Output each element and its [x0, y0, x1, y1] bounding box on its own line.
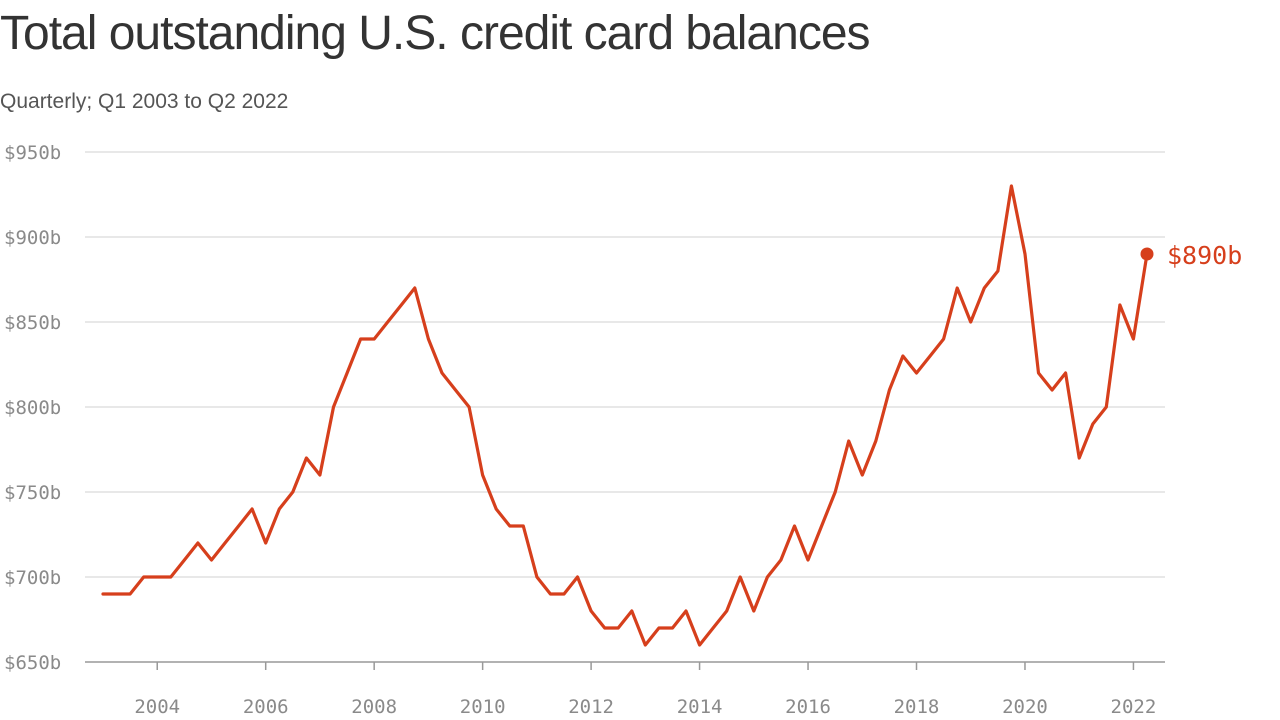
x-tick-label: 2004 [134, 696, 180, 718]
x-tick-label: 2022 [1111, 696, 1157, 718]
chart-subtitle: Quarterly; Q1 2003 to Q2 2022 [0, 90, 289, 113]
x-tick-label: 2010 [460, 696, 506, 718]
y-tick-label: $950b [4, 142, 61, 164]
end-value-label: $890b [1167, 241, 1242, 270]
chart-title: Total outstanding U.S. credit card balan… [0, 7, 871, 60]
gridlines [85, 151, 1165, 578]
end-point-marker [1140, 247, 1154, 261]
y-axis-ticks: $650b $700b $750b $800b $850b $900b $950b [4, 142, 61, 674]
y-tick-label: $800b [4, 397, 61, 419]
y-tick-label: $700b [4, 567, 61, 589]
y-tick-label: $750b [4, 482, 61, 504]
x-tick-label: 2016 [785, 696, 831, 718]
x-tick-label: 2014 [677, 696, 723, 718]
series-line [101, 184, 1149, 647]
x-tick-label: 2006 [243, 696, 289, 718]
y-tick-label: $850b [4, 312, 61, 334]
y-tick-label: $900b [4, 227, 61, 249]
x-tick-label: 2008 [351, 696, 397, 718]
x-axis-ticks: 2004 2006 2008 2010 2012 2014 2016 2018 2020 2022 [134, 662, 1156, 718]
x-tick-label: 2012 [568, 696, 614, 718]
series-layer: $890b [101, 184, 1242, 647]
y-tick-label: $650b [4, 652, 61, 674]
x-tick-label: 2018 [894, 696, 940, 718]
x-tick-label: 2020 [1002, 696, 1048, 718]
